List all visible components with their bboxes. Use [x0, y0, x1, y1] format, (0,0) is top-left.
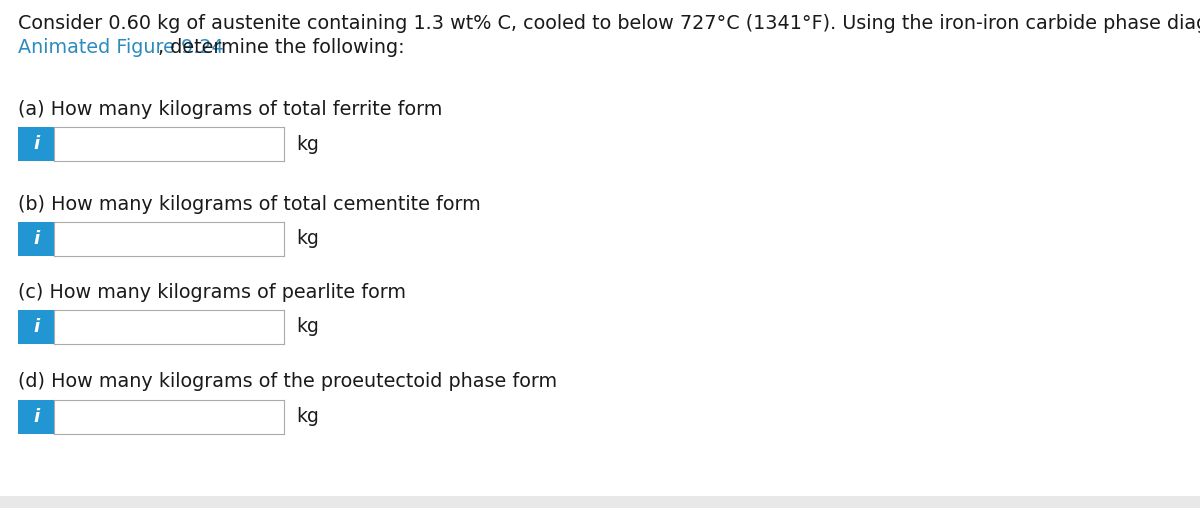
- Text: (b) How many kilograms of total cementite form: (b) How many kilograms of total cementit…: [18, 195, 481, 214]
- Text: i: i: [32, 318, 40, 336]
- Text: kg: kg: [296, 230, 319, 248]
- Text: (d) How many kilograms of the proeutectoid phase form: (d) How many kilograms of the proeutecto…: [18, 372, 557, 391]
- Text: i: i: [32, 135, 40, 153]
- Text: i: i: [32, 230, 40, 248]
- Text: (c) How many kilograms of pearlite form: (c) How many kilograms of pearlite form: [18, 283, 406, 302]
- Text: (a) How many kilograms of total ferrite form: (a) How many kilograms of total ferrite …: [18, 100, 443, 119]
- Text: kg: kg: [296, 135, 319, 153]
- Text: kg: kg: [296, 318, 319, 336]
- Text: kg: kg: [296, 407, 319, 427]
- Text: Consider 0.60 kg of austenite containing 1.3 wt% C, cooled to below 727°C (1341°: Consider 0.60 kg of austenite containing…: [18, 14, 1200, 33]
- Text: Animated Figure 9.24: Animated Figure 9.24: [18, 38, 223, 57]
- Text: i: i: [32, 408, 40, 426]
- Text: , determine the following:: , determine the following:: [158, 38, 404, 57]
